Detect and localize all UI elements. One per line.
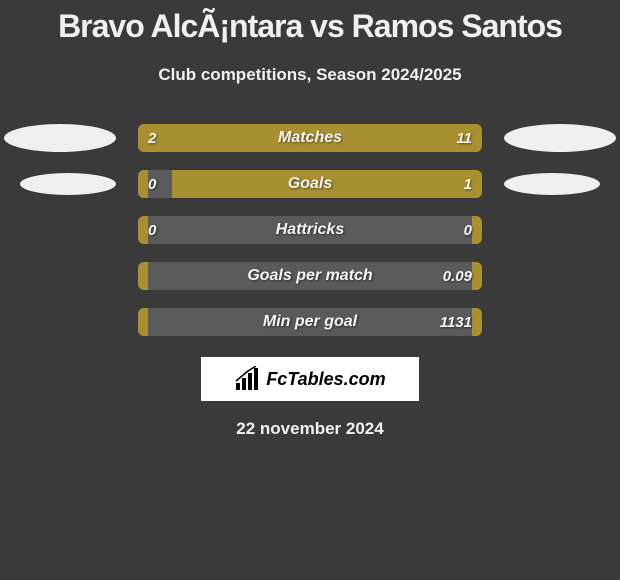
stat-row: Goals per match0.09 <box>0 253 620 299</box>
stat-bar: 0Hattricks0 <box>138 216 482 244</box>
stat-label: Hattricks <box>138 221 482 239</box>
stat-value-right: 11 <box>456 130 472 147</box>
player-left-ellipse <box>4 124 116 152</box>
player-left-ellipse <box>20 173 116 195</box>
stat-row: Min per goal1131 <box>0 299 620 345</box>
bars-icon <box>234 366 262 392</box>
stats-container: 2Matches110Goals10Hattricks0Goals per ma… <box>0 115 620 345</box>
stat-row: 0Hattricks0 <box>0 207 620 253</box>
stat-bar: 0Goals1 <box>138 170 482 198</box>
logo-text: FcTables.com <box>266 369 385 390</box>
comparison-date: 22 november 2024 <box>0 419 620 439</box>
stat-row: 0Goals1 <box>0 161 620 207</box>
stat-label: Goals per match <box>138 267 482 285</box>
stat-value-right: 0 <box>464 222 472 239</box>
stat-value-right: 0.09 <box>443 268 472 285</box>
stat-value-right: 1 <box>464 176 472 193</box>
stat-label: Min per goal <box>138 313 482 331</box>
stat-row: 2Matches11 <box>0 115 620 161</box>
stat-bar: 2Matches11 <box>138 124 482 152</box>
comparison-title: Bravo AlcÃ¡ntara vs Ramos Santos <box>0 8 620 45</box>
stat-bar: Goals per match0.09 <box>138 262 482 290</box>
stat-label: Goals <box>138 175 482 193</box>
player-right-ellipse <box>504 173 600 195</box>
player-right-ellipse <box>504 124 616 152</box>
logo-box: FcTables.com <box>201 357 419 401</box>
stat-bar: Min per goal1131 <box>138 308 482 336</box>
stat-value-right: 1131 <box>440 314 472 331</box>
stat-label: Matches <box>138 129 482 147</box>
comparison-subtitle: Club competitions, Season 2024/2025 <box>0 65 620 85</box>
